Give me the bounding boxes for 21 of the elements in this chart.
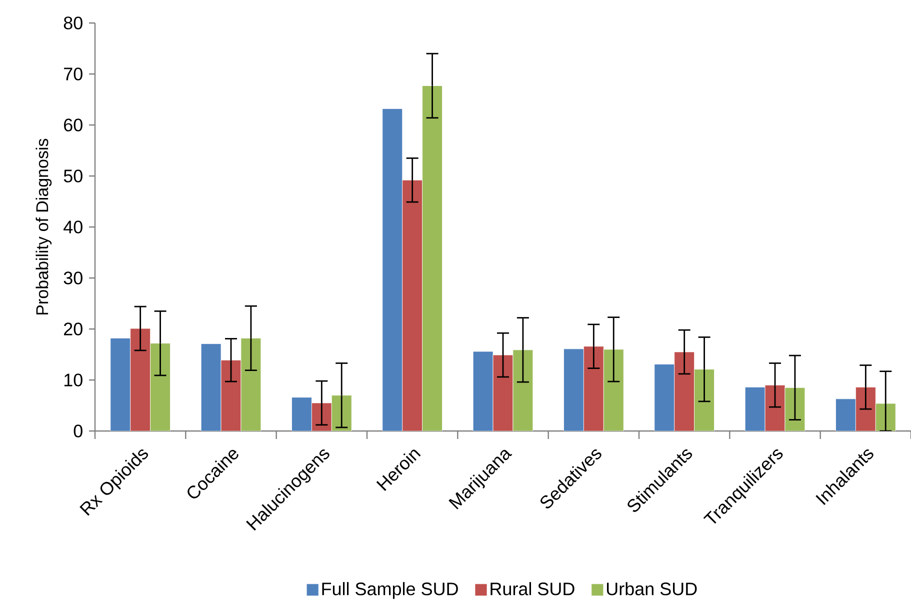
bar: [856, 386, 876, 432]
bar: [130, 328, 151, 432]
y-axis-title: Probability of Diagnosis: [36, 138, 52, 314]
y-tick-label: 70: [64, 68, 82, 80]
legend-label: Rural SUD: [490, 582, 574, 596]
bar: [220, 360, 242, 432]
bar: [764, 384, 786, 432]
y-tick-label: 10: [64, 374, 82, 386]
y-tick-label: 30: [64, 272, 82, 284]
y-tick-label: 20: [64, 322, 82, 336]
bar: [402, 180, 423, 432]
y-tick-label: 0: [74, 424, 82, 438]
legend-label: Urban SUD: [606, 582, 697, 596]
bar: [584, 346, 604, 432]
bar: [492, 354, 514, 432]
y-tick-label: 60: [64, 118, 82, 132]
y-tick-label: 50: [64, 170, 82, 182]
bar: [674, 352, 695, 432]
y-tick-label: 40: [64, 220, 82, 234]
y-tick-label: 80: [64, 16, 82, 30]
legend-label: Full Sample SUD: [322, 582, 458, 599]
